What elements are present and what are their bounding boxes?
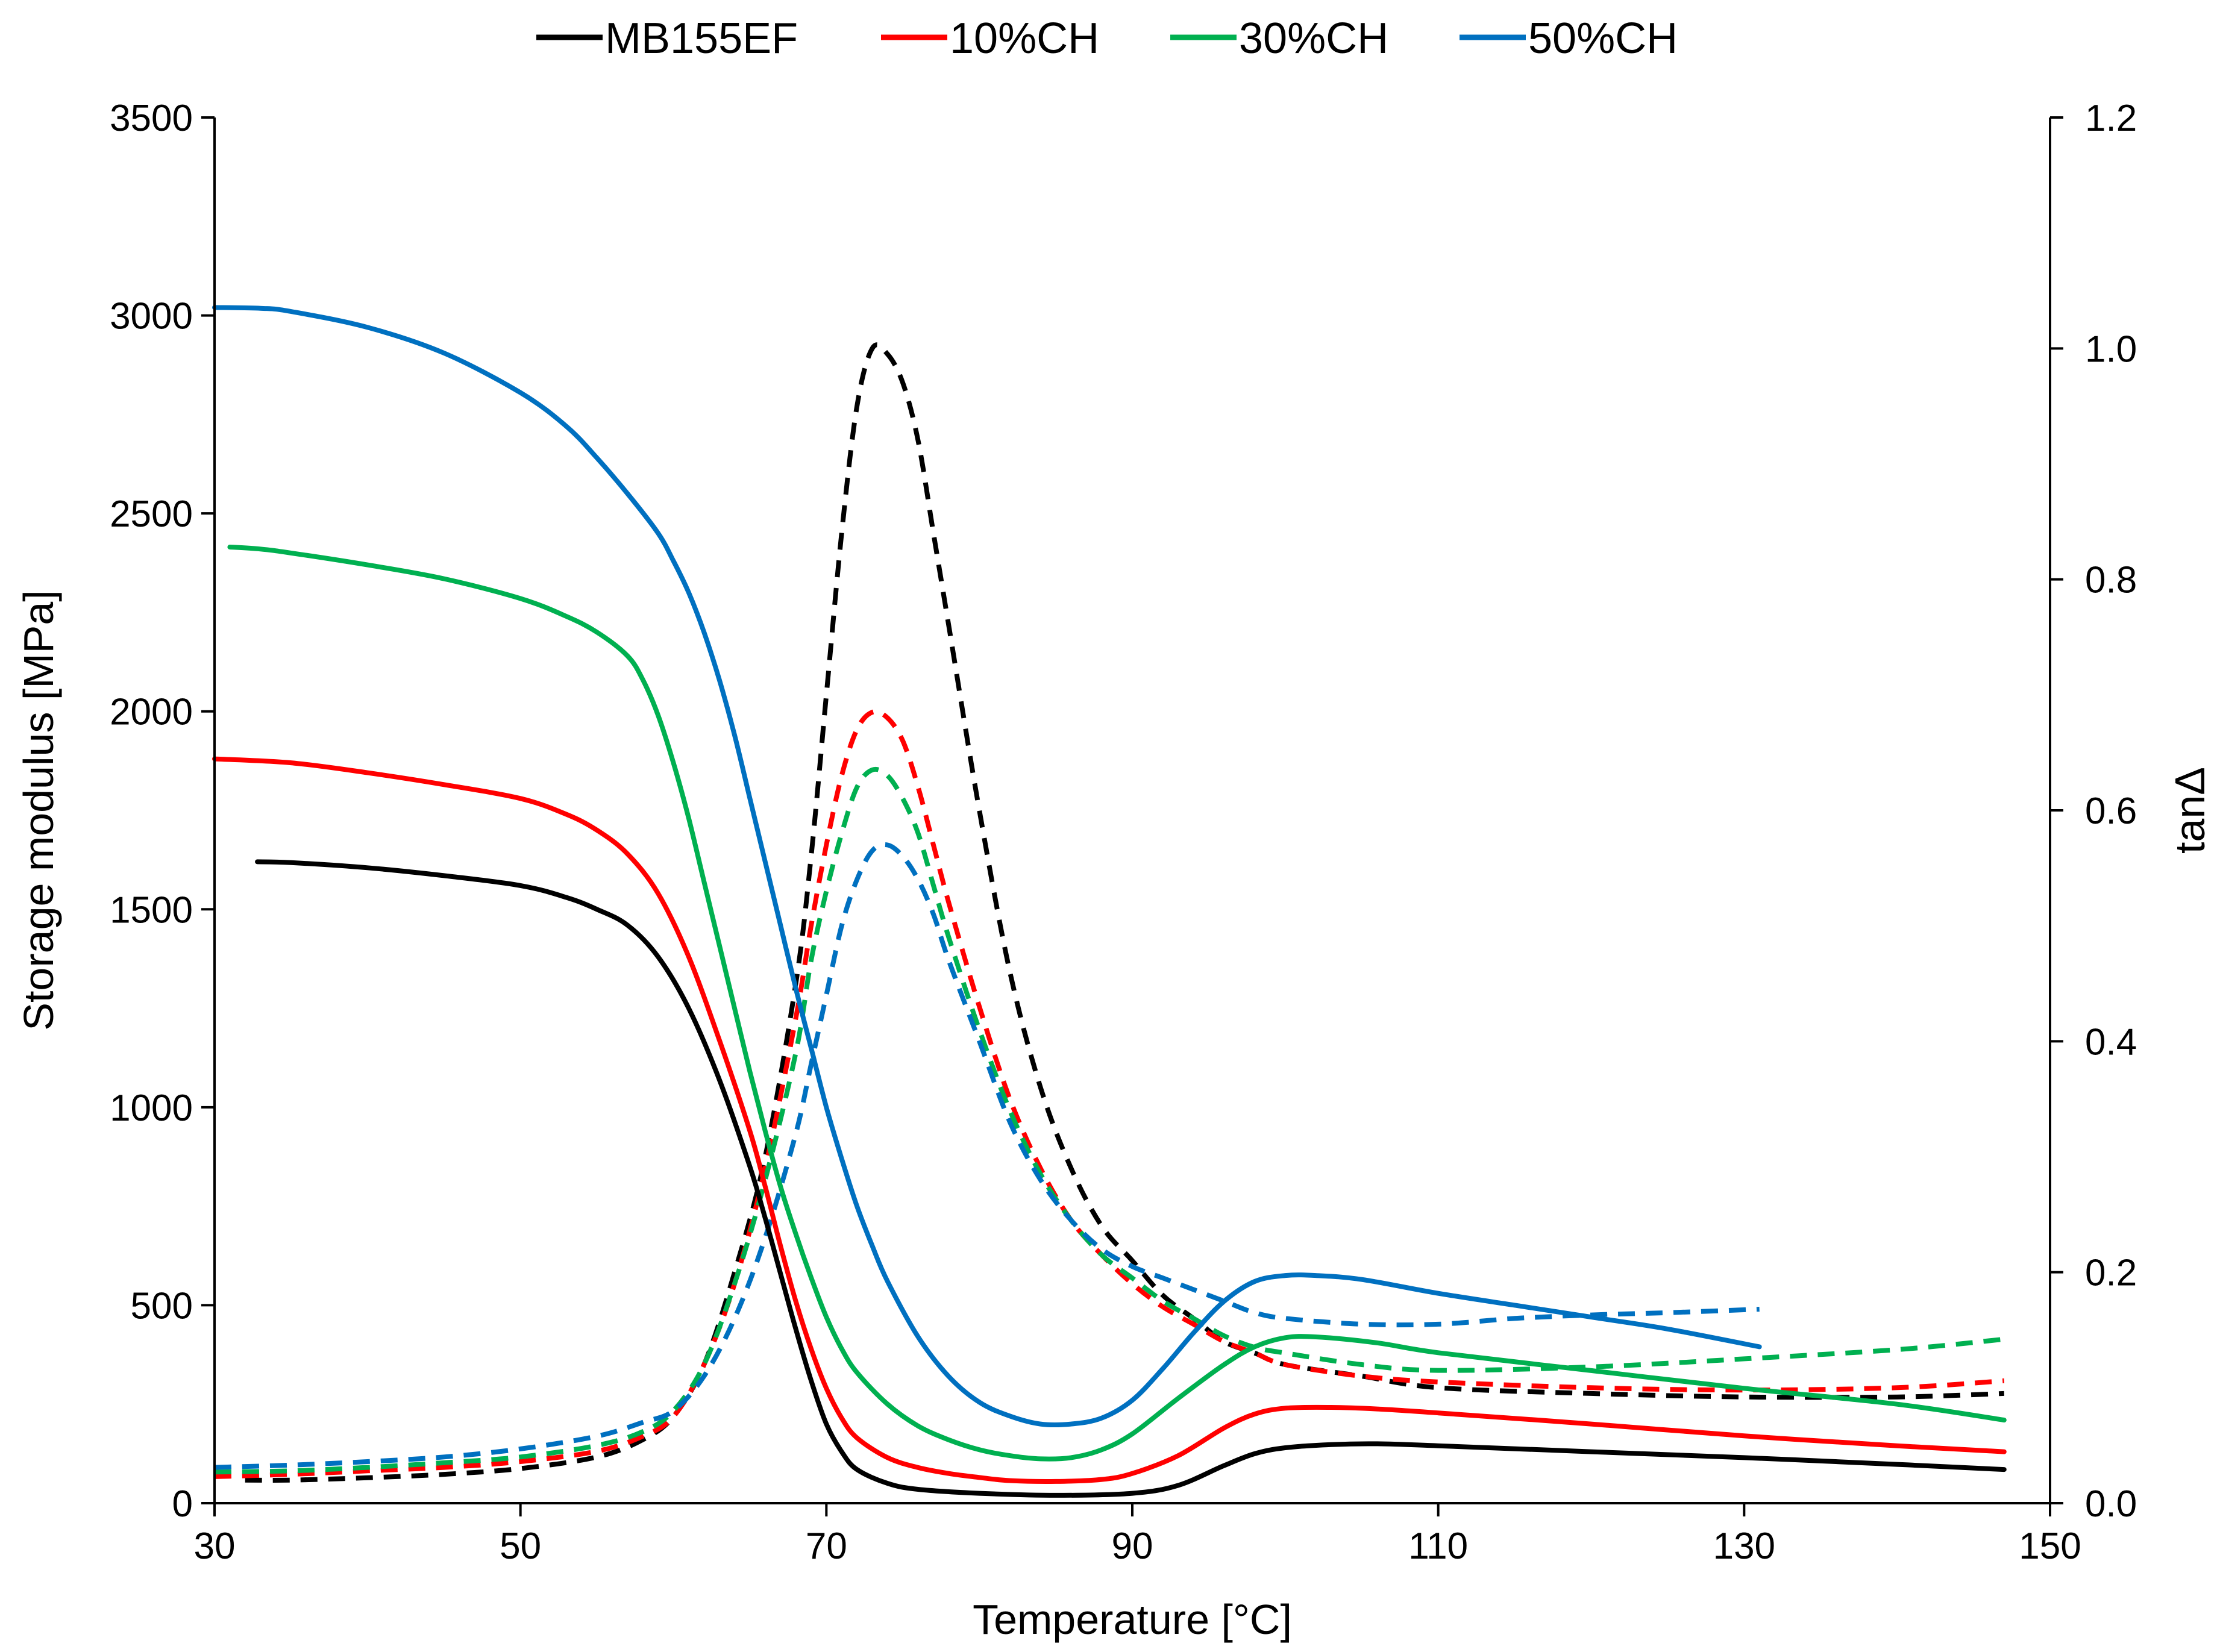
series-10ch-tan-delta-line [214,709,2005,1479]
y2-tick-label: 0.8 [2085,560,2137,601]
legend-label: 30%CH [1239,14,1388,63]
series-50ch-storage-modulus-line [212,305,1762,1428]
y2-tick-label: 1.0 [2085,328,2137,370]
y2-tick-label: 0.4 [2085,1021,2137,1063]
y2-tick-label: 0.2 [2085,1253,2137,1294]
series-50ch-tan-delta-line [214,842,1760,1470]
x-tick-label: 150 [2019,1525,2081,1567]
y-tick-label: 2500 [110,493,193,535]
axes [213,117,2051,1504]
y-tick-label: 3500 [110,98,193,139]
plot-lines [212,305,2007,1498]
legend-label: MB155EF [605,14,798,63]
series-mb155ef-storage-modulus-line [255,859,2007,1498]
y-tick-label: 2000 [110,692,193,733]
y2-axis-title: tanΔ [2166,767,2213,854]
ticks: 30 50 70 90 110 130 15005001000150020002500300… [110,98,2137,1567]
legend-item-30ch: 30%CH [1170,14,1388,63]
legend-label: 50%CH [1528,14,1678,63]
legend-item-10ch: 10%CH [881,14,1099,63]
y2-tick-label: 1.2 [2085,98,2137,139]
legend-label: 10%CH [950,14,1099,63]
series-30ch-tan-delta-line [214,766,2005,1475]
x-axis-title: Temperature [°C] [973,1596,1292,1643]
y-axis-title: Storage modulus [MPa] [15,590,62,1030]
x-tick-label: 70 [806,1525,847,1567]
x-tick-label: 130 [1713,1525,1775,1567]
y-tick-label: 1000 [110,1087,193,1129]
series-10ch-storage-modulus-line [212,756,2007,1484]
y-tick-label: 0 [172,1483,193,1525]
x-tick-label: 50 [500,1525,541,1567]
series-30ch-storage-modulus-line [227,545,2007,1462]
y-tick-label: 500 [131,1285,193,1327]
legend-item-50ch: 50%CH [1460,14,1678,63]
y2-tick-label: 0.6 [2085,790,2137,832]
x-tick-label: 110 [1408,1525,1468,1567]
x-tick-label: 30 [194,1525,236,1567]
legend-item-mb155ef: MB155EF [536,14,798,63]
y-tick-label: 3000 [110,296,193,337]
x-tick-label: 90 [1112,1525,1153,1567]
y2-tick-label: 0.0 [2085,1483,2137,1525]
legend: MB155EF 10%CH 30%CH 50%CH [536,14,1678,63]
y-tick-label: 1500 [110,889,193,931]
